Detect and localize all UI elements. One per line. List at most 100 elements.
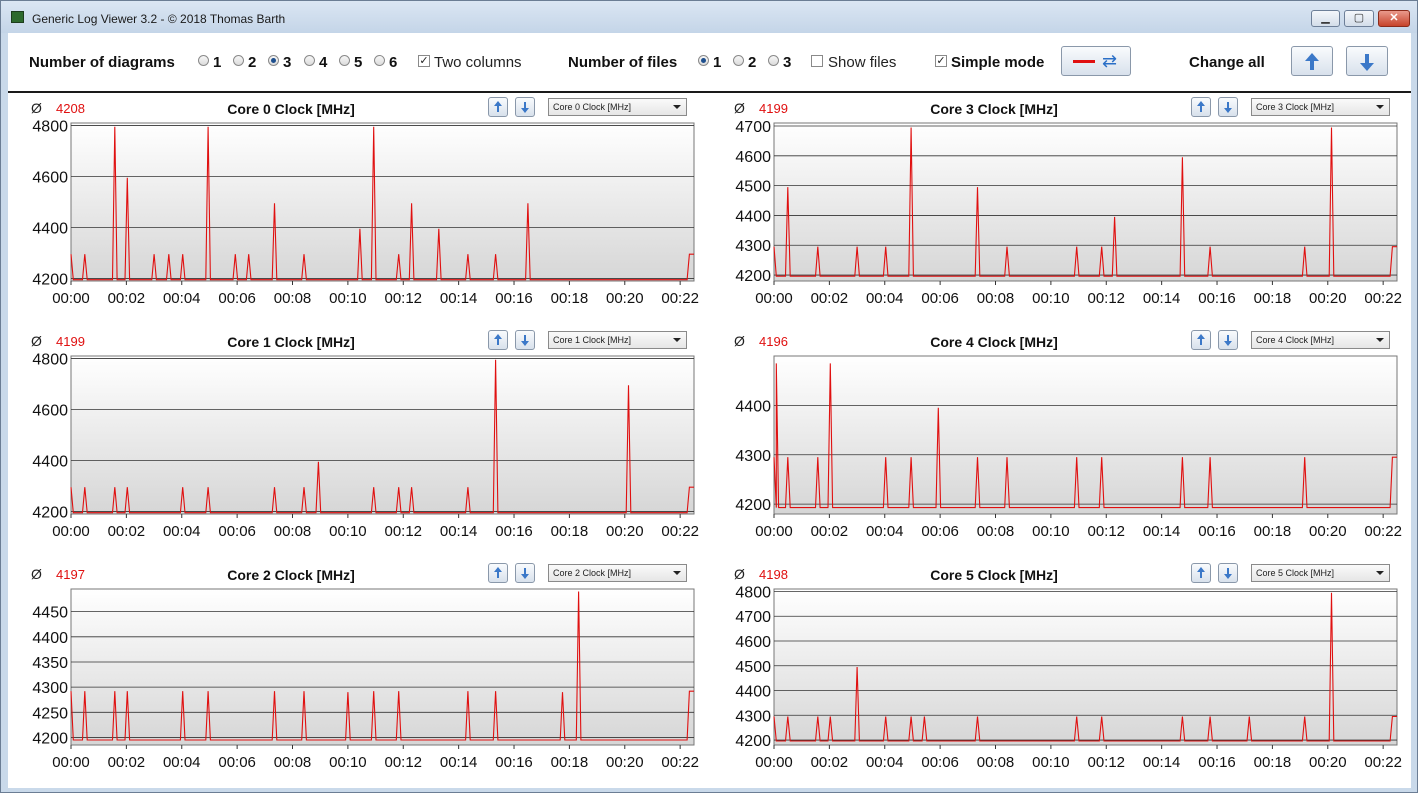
line-chart: 4200 4250 4300 4350 4400 4450 00:00 00:02 00:04 0… [32,588,699,771]
arrow-up-icon [494,101,502,112]
move-down-button[interactable] [1218,330,1238,350]
line-style-button[interactable]: ⇄ [1061,46,1131,76]
y-tick-label: 4200 [735,268,771,285]
diagram-radio-6[interactable] [374,55,385,66]
x-tick-label: 00:02 [108,754,146,771]
move-down-button[interactable] [515,330,535,350]
plot-area [773,122,1398,282]
move-up-button[interactable] [1191,330,1211,350]
x-tick-label: 00:08 [977,754,1015,771]
x-tick-label: 00:06 [218,523,256,540]
move-down-button[interactable] [1218,97,1238,117]
diagram-panel: Ø 4197 Core 2 Clock [MHz] Core 2 Clock [… [11,559,706,785]
arrow-down-icon [1360,54,1374,71]
y-tick-label: 4700 [735,119,771,136]
average-symbol: Ø [31,100,42,116]
x-tick-label: 00:20 [606,523,644,540]
move-down-button[interactable] [515,97,535,117]
y-tick-label: 4200 [735,497,771,514]
simple-mode-label: Simple mode [951,54,1045,71]
diagram-panel: Ø 4198 Core 5 Clock [MHz] Core 5 Clock [… [714,559,1409,785]
close-button[interactable]: ✕ [1378,10,1410,27]
x-tick-label: 00:16 [1198,754,1236,771]
change-all-down-button[interactable] [1346,46,1388,76]
minimize-button[interactable]: ▁ [1311,10,1340,27]
series-select[interactable]: Core 4 Clock [MHz] [1251,331,1390,349]
move-up-button[interactable] [488,563,508,583]
move-down-button[interactable] [1218,563,1238,583]
x-tick-label: 00:20 [606,754,644,771]
x-tick-label: 00:14 [1143,754,1181,771]
chevron-down-icon [673,571,681,575]
file-radio-3[interactable] [768,55,779,66]
file-radio-1[interactable] [698,55,709,66]
series-select[interactable]: Core 3 Clock [MHz] [1251,98,1390,116]
file-radio-label-2: 2 [748,54,757,71]
x-tick-label: 00:12 [1087,523,1125,540]
y-tick-label: 4450 [32,605,68,622]
diagram-radio-3[interactable] [268,55,279,66]
chevron-down-icon [673,105,681,109]
series-line [773,363,1397,509]
x-tick-label: 00:18 [551,523,589,540]
average-symbol: Ø [734,566,745,582]
y-tick-label: 4400 [735,684,771,701]
move-up-button[interactable] [1191,97,1211,117]
title-bar[interactable]: Generic Log Viewer 3.2 - © 2018 Thomas B… [1,1,1417,33]
x-tick-label: 00:02 [108,290,146,307]
x-tick-label: 00:22 [661,754,699,771]
change-all-up-button[interactable] [1291,46,1333,76]
file-radio-label-3: 3 [783,54,792,71]
move-up-button[interactable] [1191,563,1211,583]
average-value: 4208 [56,101,85,116]
line-chart: 4200 4400 4600 4800 00:00 00:02 00:04 00:06 00:0… [32,352,699,540]
y-tick-label: 4400 [32,453,68,470]
x-tick-label: 00:02 [108,523,146,540]
diagram-title: Core 4 Clock [MHz] [930,334,1058,350]
x-tick-label: 00:16 [495,754,533,771]
x-tick-label: 00:04 [866,290,904,307]
average-symbol: Ø [734,333,745,349]
file-radio-label-1: 1 [713,54,722,71]
series-select[interactable]: Core 5 Clock [MHz] [1251,564,1390,582]
x-tick-label: 00:22 [661,523,699,540]
x-tick-label: 00:12 [384,523,422,540]
series-select[interactable]: Core 2 Clock [MHz] [548,564,687,582]
simple-mode-checkbox[interactable]: ✓ [935,55,947,67]
x-tick-label: 00:16 [1198,523,1236,540]
series-line [773,127,1397,277]
x-tick-label: 00:02 [811,290,849,307]
x-tick-label: 00:14 [440,523,478,540]
series-select[interactable]: Core 0 Clock [MHz] [548,98,687,116]
x-tick-label: 00:00 [52,290,90,307]
diagram-radio-5[interactable] [339,55,350,66]
series-line [70,359,694,514]
move-down-button[interactable] [515,563,535,583]
x-tick-label: 00:12 [384,290,422,307]
arrow-up-icon [1197,101,1205,112]
arrow-down-icon [1224,102,1232,113]
x-tick-label: 00:20 [1309,523,1347,540]
y-tick-label: 4200 [32,730,68,747]
diagram-radio-2[interactable] [233,55,244,66]
two-columns-checkbox[interactable]: ✓ [418,55,430,67]
red-line-icon [1073,60,1095,63]
maximize-button[interactable]: ▢ [1344,10,1374,27]
app-icon [11,11,24,23]
move-up-button[interactable] [488,330,508,350]
diagram-radio-4[interactable] [304,55,315,66]
move-up-button[interactable] [488,97,508,117]
chevron-down-icon [1376,105,1384,109]
y-tick-label: 4300 [735,448,771,465]
show-files-checkbox[interactable] [811,55,823,67]
x-tick-label: 00:16 [495,290,533,307]
series-line [70,591,694,741]
x-tick-label: 00:02 [811,754,849,771]
file-radio-2[interactable] [733,55,744,66]
diagram-radio-1[interactable] [198,55,209,66]
y-tick-label: 4700 [735,609,771,626]
x-tick-label: 00:20 [1309,290,1347,307]
series-select[interactable]: Core 1 Clock [MHz] [548,331,687,349]
x-tick-label: 00:06 [218,754,256,771]
